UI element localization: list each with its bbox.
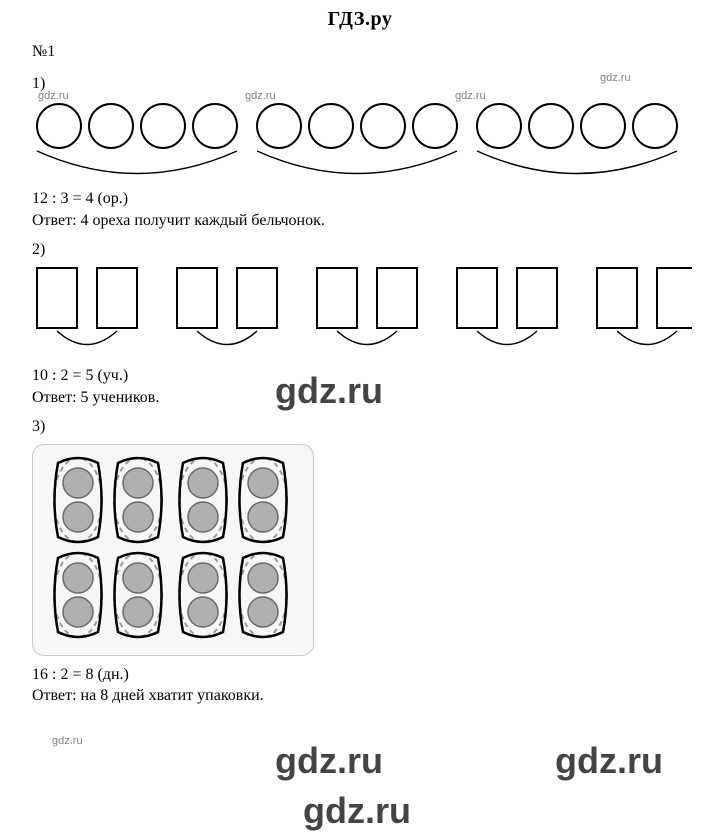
part1-label: 1) bbox=[32, 73, 688, 95]
page-title: ГДЗ.ру bbox=[0, 0, 720, 31]
watermark-big: gdz.ru bbox=[275, 740, 383, 782]
part3-dots-diagram bbox=[33, 445, 313, 655]
part3-answer: Ответ: на 8 дней хватит упаковки. bbox=[32, 685, 688, 707]
part1-equation: 12 : 3 = 4 (ор.) bbox=[32, 188, 688, 210]
part2-answer: Ответ: 5 учеников. bbox=[32, 387, 688, 409]
part2-label: 2) bbox=[32, 239, 688, 261]
problem-number: №1 bbox=[32, 41, 688, 63]
watermark-big: gdz.ru bbox=[555, 740, 663, 782]
part3-equation: 16 : 2 = 8 (дн.) bbox=[32, 664, 688, 686]
part2-rects-diagram bbox=[32, 263, 692, 363]
part3-image-box bbox=[32, 444, 314, 656]
watermark-big: gdz.ru bbox=[303, 790, 411, 832]
content-area: №1 1) 12 : 3 = 4 (ор.) Ответ: 4 ореха по… bbox=[0, 31, 720, 707]
watermark-small: gdz.ru bbox=[52, 735, 83, 747]
part1-answer: Ответ: 4 ореха получит каждый бельчонок. bbox=[32, 210, 688, 232]
part3-label: 3) bbox=[32, 416, 688, 438]
part2-equation: 10 : 2 = 5 (уч.) bbox=[32, 365, 688, 387]
part1-circles-diagram bbox=[32, 96, 692, 186]
